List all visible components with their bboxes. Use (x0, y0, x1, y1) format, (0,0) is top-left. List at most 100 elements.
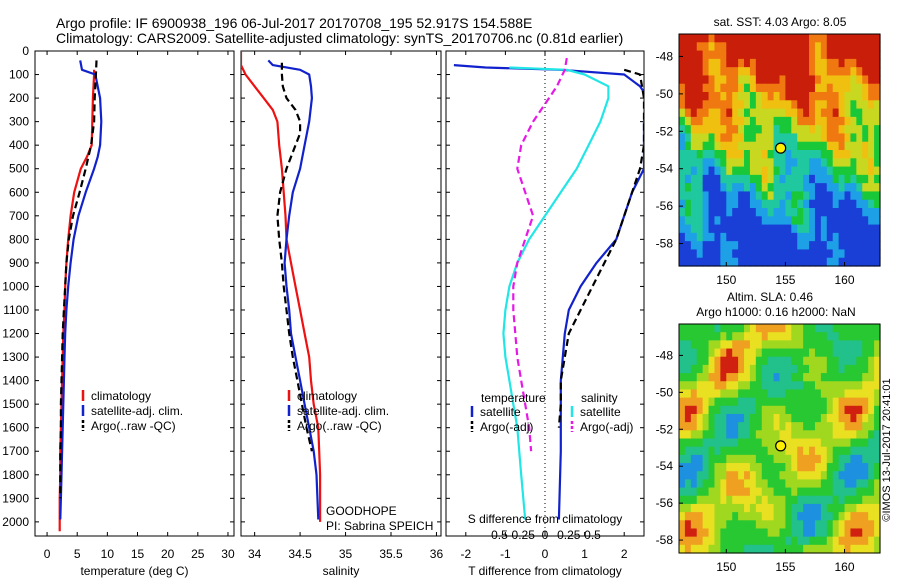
map-cell (744, 199, 751, 209)
map-cell (856, 232, 863, 242)
map-cell (696, 495, 704, 505)
map-cell (720, 67, 727, 77)
map-cell (809, 257, 816, 267)
map-cell (862, 332, 869, 341)
map-cell (832, 340, 840, 350)
map-cell (809, 216, 816, 226)
map-cell (773, 397, 781, 407)
map-cell (832, 364, 840, 374)
map-cell (832, 463, 840, 472)
map-cell (702, 241, 710, 251)
map-cell (856, 463, 863, 472)
map-cell (690, 125, 698, 135)
map-cell (826, 150, 834, 159)
map-cell (744, 58, 751, 68)
map-cell (850, 158, 857, 168)
map-cell (761, 397, 769, 407)
map-cell (838, 158, 846, 168)
map-cell (850, 34, 857, 43)
map-cell (732, 50, 739, 60)
map-cell (791, 125, 798, 135)
map-cell (797, 413, 804, 423)
map-cell (702, 536, 710, 546)
map-frame (678, 323, 881, 554)
map-cell (708, 528, 716, 538)
map-cell (720, 83, 727, 93)
map-cell (868, 340, 875, 350)
map-cell (785, 232, 792, 242)
map-cell (720, 141, 727, 151)
map-cell (850, 528, 857, 538)
map-cell (814, 446, 822, 456)
map-cell (714, 191, 721, 201)
map-cell (797, 332, 804, 341)
map-cell (726, 389, 733, 399)
map-cell (868, 116, 875, 126)
map-cell (767, 216, 775, 226)
map-cell (767, 50, 775, 60)
x-tick-label: 160 (835, 273, 855, 287)
map-cell (761, 249, 769, 259)
map-cell (755, 503, 763, 513)
map-cell (803, 166, 810, 176)
map-cell (732, 528, 739, 538)
map-cell (797, 191, 804, 201)
map-cell (779, 191, 787, 201)
map-cell (868, 454, 875, 464)
map-cell (809, 332, 816, 341)
map-cell (726, 232, 733, 242)
map-cell (868, 389, 875, 399)
map-cell (791, 528, 798, 538)
map-cell (803, 208, 810, 217)
map-cell (749, 257, 757, 267)
map-cell (791, 150, 798, 159)
map-cell (803, 356, 810, 366)
map-cell (785, 495, 792, 505)
map-cell (696, 249, 704, 259)
map-cell (714, 487, 721, 497)
map-cell (803, 150, 810, 159)
map-cell (744, 224, 751, 234)
map-cell (744, 133, 751, 143)
map-cell (767, 430, 775, 440)
map-cell (755, 397, 763, 407)
map-cell (797, 224, 804, 234)
map-cell (732, 422, 739, 431)
map-cell (726, 224, 733, 234)
map-cell (779, 174, 787, 184)
map-cell (803, 249, 810, 259)
map-cell (773, 183, 781, 193)
map-cell (838, 544, 846, 554)
map-cell (844, 520, 852, 530)
map-cell (708, 487, 716, 497)
map-cell (791, 208, 798, 217)
map-cell (803, 58, 810, 68)
map-cell (773, 232, 781, 242)
map-cell (773, 108, 781, 118)
map-cell (714, 348, 721, 358)
map-cell (803, 495, 810, 505)
map-cell (868, 158, 875, 168)
y-tick-label: 100 (9, 68, 29, 82)
map-cell (874, 495, 881, 505)
map-cell (702, 183, 710, 193)
map-cell (773, 42, 781, 52)
map-cell (779, 381, 787, 391)
map-cell (832, 241, 840, 251)
map-cell (696, 463, 704, 472)
map-cell (791, 75, 798, 85)
map-cell (690, 83, 698, 93)
map-cell (690, 454, 698, 464)
map-cell (744, 183, 751, 193)
map-cell (744, 208, 751, 217)
map-cell (832, 42, 840, 52)
map-cell (856, 348, 863, 358)
map-cell (732, 495, 739, 505)
map-cell (785, 430, 792, 440)
map-cell (797, 257, 804, 267)
map-cell (826, 75, 834, 85)
map-cell (702, 42, 710, 52)
map-cell (803, 216, 810, 226)
map-cell (862, 364, 869, 374)
map-cell (726, 364, 733, 374)
